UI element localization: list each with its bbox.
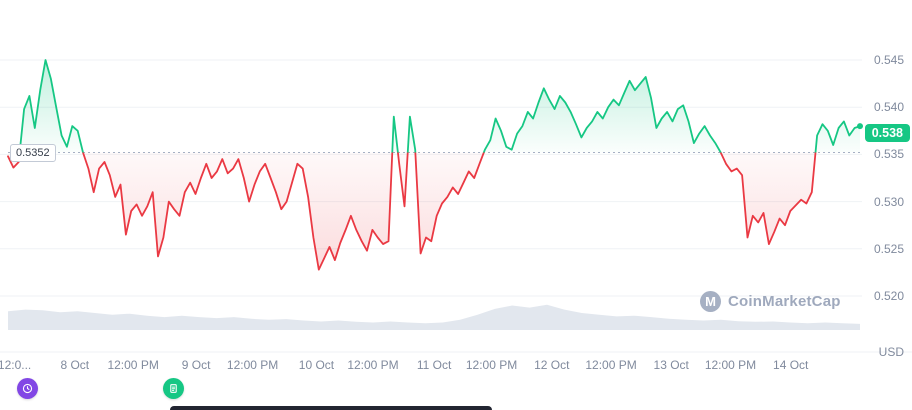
news-marker[interactable] [162, 378, 184, 399]
coinmarketcap-logo-icon: M [700, 291, 721, 312]
x-axis-label: 12:00 PM [107, 358, 159, 372]
x-axis-label: 14 Oct [773, 358, 809, 372]
x-axis-label: 12:0... [0, 358, 32, 372]
x-axis-label: 12:00 PM [704, 358, 757, 372]
cutoff-tooltip [170, 406, 492, 410]
x-axis-label: 9 Oct [181, 358, 211, 372]
y-axis-label: 0.520 [873, 289, 904, 303]
watermark-text: CoinMarketCap [728, 293, 841, 310]
news-icon [167, 382, 180, 395]
x-axis-label: 11 Oct [416, 358, 452, 372]
y-axis-label: 0.535 [873, 147, 904, 162]
x-axis-label: 10 Oct [298, 358, 335, 372]
y-axis-unit: USD [878, 345, 904, 359]
x-axis-label: 12:00 PM [585, 358, 637, 372]
x-axis-label: 13 Oct [653, 358, 689, 372]
x-axis-label: 8 Oct [60, 358, 90, 372]
x-axis-label: 12:00 PM [226, 358, 279, 372]
y-axis: 0.545 0.540 0.535 0.530 0.525 0.520 USD [860, 0, 912, 410]
last-price-badge: 0.538 [864, 124, 910, 143]
x-axis: 12:0... 8 Oct 12:00 PM 9 Oct 12:00 PM 10 Oct 1… [0, 358, 912, 374]
y-axis-label: 0.540 [873, 100, 904, 115]
y-axis-label: 0.525 [873, 241, 904, 256]
x-axis-label: 12:00 PM [347, 358, 399, 372]
history-marker[interactable] [16, 378, 38, 399]
y-axis-label: 0.530 [873, 194, 904, 209]
y-axis-label: 0.545 [873, 53, 904, 67]
x-axis-label: 12:00 PM [465, 358, 518, 372]
watermark: M CoinMarketCap [700, 291, 841, 312]
clock-icon [21, 382, 34, 395]
baseline-price-label: 0.5352 [10, 143, 56, 162]
x-axis-label: 12 Oct [534, 358, 570, 372]
